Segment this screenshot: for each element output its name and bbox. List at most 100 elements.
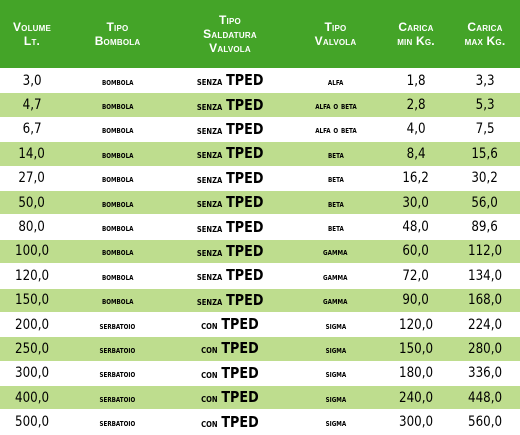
cell-valvola: SIGMA <box>289 361 382 387</box>
tipo-value: BOMBOLA <box>101 247 134 259</box>
cell-tipo: BOMBOLA <box>64 141 171 167</box>
min-value: 4,0 <box>406 121 426 138</box>
valvola-value: BETA <box>327 198 344 210</box>
table-row: 100,0 BOMBOLA SENZA TPED GAMMA 60,0 112,0 <box>0 239 520 265</box>
volume-value: 400,0 <box>14 389 50 406</box>
cell-saldatura: SENZA TPED <box>171 190 289 216</box>
valvola-value: ALFA <box>327 76 344 88</box>
volume-value: 14,0 <box>18 145 46 162</box>
max-value: 280,0 <box>467 340 503 357</box>
valvola-value: SIGMA <box>325 344 346 356</box>
cell-volume: 500,0 <box>0 409 64 435</box>
valvola-value: ALFA O BETA <box>314 101 357 113</box>
header-volume-line-2: Lt. <box>23 34 41 48</box>
tipo-value: SERBATOIO <box>99 369 136 381</box>
cell-tipo: SERBATOIO <box>64 361 171 387</box>
min-value: 2,8 <box>406 97 426 114</box>
valvola-value: GAMMA <box>323 247 348 259</box>
header-carica-max: Carica max Kg. <box>450 0 520 69</box>
tipo-value: BOMBOLA <box>101 296 134 308</box>
saldatura-word: SENZA <box>196 221 223 235</box>
saldatura-word: CON <box>201 416 218 430</box>
cell-valvola: GAMMA <box>289 263 382 289</box>
cell-max: 168,0 <box>450 288 520 313</box>
max-value: 168,0 <box>467 292 503 309</box>
cell-volume: 50,0 <box>0 190 64 216</box>
max-value: 30,2 <box>471 170 499 187</box>
cell-volume: 3,0 <box>0 68 64 94</box>
saldatura-word: SENZA <box>196 75 223 89</box>
cell-saldatura: SENZA TPED <box>171 117 289 143</box>
cell-valvola: SIGMA <box>289 385 382 411</box>
min-value: 60,0 <box>402 243 430 260</box>
cell-saldatura: SENZA TPED <box>171 92 289 118</box>
table-row: 14,0 BOMBOLA SENZA TPED BETA 8,4 15,6 <box>0 141 520 167</box>
cell-max: 7,5 <box>450 117 520 143</box>
cell-valvola: SIGMA <box>289 336 382 362</box>
min-value: 1,8 <box>406 72 426 89</box>
cell-saldatura: SENZA TPED <box>171 166 289 191</box>
max-value: 89,6 <box>471 219 499 236</box>
cell-valvola: GAMMA <box>289 288 382 313</box>
table-row: 3,0 BOMBOLA SENZA TPED ALFA 1,8 3,3 <box>0 68 520 94</box>
cell-volume: 80,0 <box>0 214 64 240</box>
min-value: 16,2 <box>402 170 430 187</box>
header-tipo-valvola-line-2: Valvola <box>314 34 357 48</box>
cell-saldatura: CON TPED <box>171 336 289 362</box>
cell-max: 448,0 <box>450 385 520 411</box>
saldatura-word: CON <box>201 343 218 357</box>
cell-max: 30,2 <box>450 166 520 191</box>
table-body: 3,0 BOMBOLA SENZA TPED ALFA 1,8 3,3 4,7 BOMBOL… <box>0 68 520 435</box>
cell-min: 90,0 <box>382 288 450 313</box>
cell-saldatura: CON TPED <box>171 385 289 411</box>
cell-saldatura: CON TPED <box>171 361 289 387</box>
cell-max: 56,0 <box>450 190 520 216</box>
header-volume: Volume Lt. <box>0 0 64 69</box>
volume-value: 4,7 <box>22 97 42 114</box>
min-value: 72,0 <box>402 267 430 284</box>
saldatura-word: CON <box>201 367 218 381</box>
min-value: 48,0 <box>402 219 430 236</box>
cell-max: 5,3 <box>450 92 520 118</box>
cell-volume: 150,0 <box>0 288 64 313</box>
min-value: 180,0 <box>398 365 434 382</box>
header-carica-min: Carica min Kg. <box>382 0 450 69</box>
header-tipo-saldatura-line-2: Saldatura <box>203 27 257 41</box>
max-value: 448,0 <box>467 389 503 406</box>
cell-valvola: BETA <box>289 166 382 191</box>
saldatura-word: SENZA <box>196 197 223 211</box>
cell-saldatura: SENZA TPED <box>171 214 289 240</box>
header-tipo-valvola: Tipo Valvola <box>289 0 382 69</box>
cell-valvola: GAMMA <box>289 239 382 265</box>
max-value: 112,0 <box>467 243 503 260</box>
header-carica-max-line-2: max Kg. <box>464 34 506 48</box>
cell-volume: 100,0 <box>0 239 64 265</box>
cell-saldatura: CON TPED <box>171 409 289 435</box>
valvola-value: GAMMA <box>323 271 348 283</box>
header-carica-min-line-1: Carica <box>398 20 434 34</box>
valvola-value: GAMMA <box>323 296 348 308</box>
table-row: 27,0 BOMBOLA SENZA TPED BETA 16,2 30,2 <box>0 166 520 191</box>
volume-value: 250,0 <box>14 340 50 357</box>
saldatura-word: SENZA <box>196 245 223 259</box>
cell-volume: 4,7 <box>0 92 64 118</box>
cell-saldatura: SENZA TPED <box>171 263 289 289</box>
max-value: 7,5 <box>475 121 495 138</box>
volume-value: 300,0 <box>14 365 50 382</box>
saldatura-code: TPED <box>225 95 264 114</box>
max-value: 3,3 <box>475 72 495 89</box>
table-row: 500,0 SERBATOIO CON TPED SIGMA 300,0 560,0 <box>0 409 520 435</box>
valvola-value: SIGMA <box>325 320 346 332</box>
header-tipo-bombola-line-2: Bombola <box>94 34 141 48</box>
cell-min: 72,0 <box>382 263 450 289</box>
saldatura-code: TPED <box>221 339 259 358</box>
volume-value: 3,0 <box>22 72 42 89</box>
volume-value: 150,0 <box>14 292 50 309</box>
cell-tipo: BOMBOLA <box>64 92 171 118</box>
cell-min: 1,8 <box>382 68 450 94</box>
header-row: Volume Lt. Tipo Bombola Tipo Saldatura V… <box>0 0 520 69</box>
saldatura-code: TPED <box>225 71 264 90</box>
cell-tipo: BOMBOLA <box>64 68 171 94</box>
max-value: 15,6 <box>471 145 499 162</box>
cell-volume: 14,0 <box>0 141 64 167</box>
